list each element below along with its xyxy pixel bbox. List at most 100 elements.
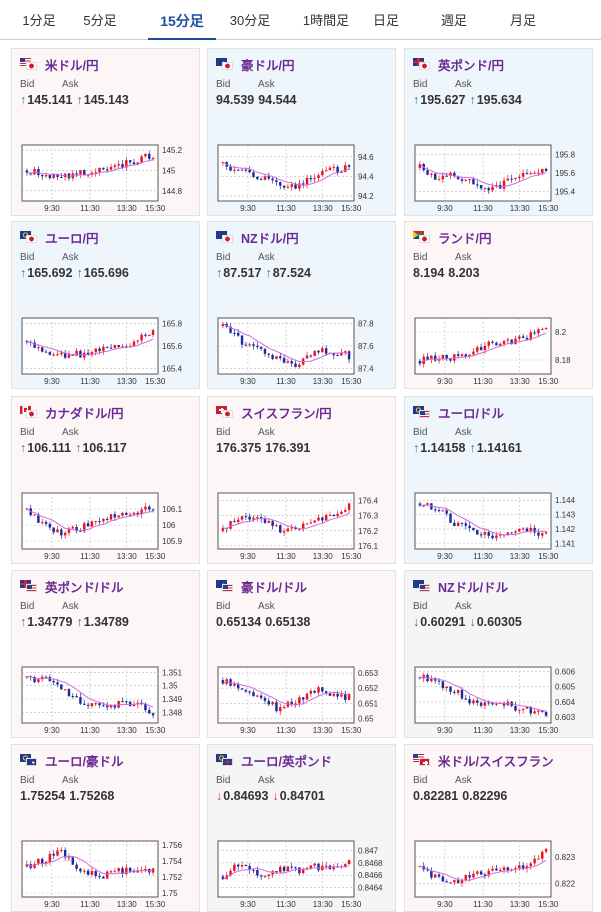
rate-card[interactable]: 米ドル/円 Bid Ask ↑145.141 ↑145.143 145.2 145 144.8… xyxy=(11,48,200,216)
tab-1[interactable]: 5分足 xyxy=(83,13,117,28)
mini-candlestick-chart[interactable]: 0.606 0.605 0.604 0.603 9:30 11:30 13:30 15:30 xyxy=(413,665,585,737)
pair-name-link[interactable]: NZドル/ドル xyxy=(438,580,509,595)
pair-name-link[interactable]: 豪ドル/ドル xyxy=(241,580,307,595)
candle-body xyxy=(449,513,452,523)
candle-body xyxy=(52,527,55,533)
candle-body xyxy=(117,164,120,166)
x-tick-label: 13:30 xyxy=(313,900,334,909)
pair-name-link[interactable]: 英ポンド/円 xyxy=(438,58,504,73)
pair-name-link[interactable]: 米ドル/スイスフラン xyxy=(438,754,554,769)
candle-body xyxy=(453,880,456,883)
bid-label: Bid xyxy=(20,427,35,438)
pair-name-link[interactable]: カナダドル/円 xyxy=(45,406,124,421)
tab-3[interactable]: 30分足 xyxy=(229,13,271,28)
arrow-down-icon: ↓ xyxy=(216,789,223,803)
pair-name-link[interactable]: NZドル/円 xyxy=(241,231,299,246)
candle-body xyxy=(94,348,97,353)
mini-candlestick-chart[interactable]: 8.2 8.18 9:30 11:30 13:30 15:30 xyxy=(413,316,585,388)
candle-body xyxy=(433,173,437,180)
ask-price: 176.391 xyxy=(265,441,311,455)
rate-card[interactable]: ユーロ/豪ドル Bid Ask 1.75254 1.75268 1.756 1.754 1.7… xyxy=(11,744,200,912)
rate-card[interactable]: ユーロ/英ポンド Bid Ask ↓0.84693 ↓0.84701 0.847 0.846… xyxy=(207,744,396,912)
y-tick-label: 94.2 xyxy=(358,192,374,201)
moving-average-line xyxy=(222,512,350,530)
candle-body xyxy=(468,875,471,878)
mini-candlestick-chart[interactable]: 0.653 0.652 0.651 0.65 9:30 11:30 13:30 15:30 xyxy=(216,665,388,737)
pair-name-link[interactable]: 豪ドル/円 xyxy=(241,58,295,73)
candle-body xyxy=(317,687,320,693)
x-tick-label: 13:30 xyxy=(313,726,334,735)
mini-candlestick-chart[interactable]: 0.847 0.8468 0.8466 0.8464 9:30 11:30 13:30 15:… xyxy=(216,839,388,911)
candle-body xyxy=(491,535,494,539)
candle-body xyxy=(332,693,336,696)
mini-candlestick-chart[interactable]: 0.823 0.822 9:30 11:30 13:30 15:30 xyxy=(413,839,585,911)
y-tick-label: 165.4 xyxy=(162,364,183,373)
mini-candlestick-chart[interactable]: 106.1 106 105.9 9:30 11:30 13:30 15:30 xyxy=(20,491,192,563)
rate-card[interactable]: ランド/円 Bid Ask 8.194 8.203 8.2 8.18 9:30 11:30 13:… xyxy=(404,221,593,389)
bid-label: Bid xyxy=(216,601,231,612)
rate-card[interactable]: 豪ドル/ドル Bid Ask 0.65134 0.65138 0.653 0.652 0.65… xyxy=(207,570,396,738)
mini-candlestick-chart[interactable]: 145.2 145 144.8 9:30 11:30 13:30 15:30 xyxy=(20,143,192,215)
tab-0[interactable]: 1分足 xyxy=(22,13,56,28)
rate-card[interactable]: ユーロ/ドル Bid Ask ↑1.14158 ↑1.14161 1.144 1.143 1.… xyxy=(404,396,593,564)
rate-card[interactable]: 英ポンド/円 Bid Ask ↑195.627 ↑195.634 195.8 195.6 19… xyxy=(404,48,593,216)
pair-name-link[interactable]: 英ポンド/ドル xyxy=(45,580,124,595)
tab-6[interactable]: 週足 xyxy=(440,13,467,28)
pair-name-link[interactable]: ユーロ/円 xyxy=(45,231,99,246)
y-tick-label: 0.652 xyxy=(358,684,379,693)
mini-candlestick-chart[interactable]: 1.351 1.35 1.349 1.348 9:30 11:30 13:30 15:30 xyxy=(20,665,192,737)
pair-name-link[interactable]: ユーロ/ドル xyxy=(438,406,504,421)
tab-7[interactable]: 月足 xyxy=(509,13,536,28)
mini-candlestick-chart[interactable]: 87.8 87.6 87.4 9:30 11:30 13:30 15:30 xyxy=(216,316,388,388)
rate-card[interactable]: 米ドル/スイスフラン Bid Ask 0.82281 0.82296 0.823 0.822… xyxy=(404,744,593,912)
candle-body xyxy=(263,697,267,701)
pair-name-link[interactable]: 米ドル/円 xyxy=(45,58,99,73)
candle-body xyxy=(240,169,244,171)
pair-name-link[interactable]: ユーロ/豪ドル xyxy=(45,754,124,769)
candle-body xyxy=(86,174,90,176)
mini-candlestick-chart[interactable]: 165.8 165.6 165.4 9:30 11:30 13:30 15:30 xyxy=(20,316,192,388)
tab-4[interactable]: 1時間足 xyxy=(302,13,350,28)
x-tick-label: 15:30 xyxy=(145,726,166,735)
candle-body xyxy=(136,870,140,873)
currency-flag-icon xyxy=(413,58,430,70)
tab-2[interactable]: 15分足 xyxy=(148,0,216,40)
tab-5[interactable]: 日足 xyxy=(372,13,399,28)
x-tick-label: 9:30 xyxy=(44,377,60,386)
mini-candlestick-chart[interactable]: 195.8 195.6 195.4 9:30 11:30 13:30 15:30 xyxy=(413,143,585,215)
pair-name-link[interactable]: スイスフラン/円 xyxy=(241,406,332,421)
candle-body xyxy=(275,702,278,712)
ask-label: Ask xyxy=(62,79,79,90)
rate-card[interactable]: NZドル/ドル Bid Ask ↓0.60291 ↓0.60305 0.606 0.605 0… xyxy=(404,570,593,738)
rate-card[interactable]: カナダドル/円 Bid Ask ↑106.111 ↑106.117 106.1 106 105… xyxy=(11,396,200,564)
candle-body xyxy=(433,678,437,681)
candle-body xyxy=(487,188,490,191)
bid-price: 195.627 xyxy=(420,93,466,107)
candle-body xyxy=(510,339,513,345)
y-tick-label: 0.822 xyxy=(555,880,576,889)
rate-card[interactable]: NZドル/円 Bid Ask ↑87.517 ↑87.524 87.8 87.6 87.4 9:… xyxy=(207,221,396,389)
moving-average-line xyxy=(222,161,350,186)
pair-name-link[interactable]: ユーロ/英ポンド xyxy=(241,754,332,769)
mini-candlestick-chart[interactable]: 1.756 1.754 1.752 1.75 9:30 11:30 13:30 15:30 xyxy=(20,839,192,911)
arrow-up-icon: ↑ xyxy=(76,266,83,280)
pair-name-link[interactable]: ランド/円 xyxy=(438,231,492,246)
candle-body xyxy=(495,342,498,346)
rate-card[interactable]: 豪ドル/円 Bid Ask 94.539 94.544 94.6 94.4 94.2 9:30 1… xyxy=(207,48,396,216)
rate-card[interactable]: スイスフラン/円 Bid Ask 176.375 176.391 176.4 176.3 17… xyxy=(207,396,396,564)
rate-card[interactable]: ユーロ/円 Bid Ask ↑165.692 ↑165.696 165.8 165.6 165… xyxy=(11,221,200,389)
candle-body xyxy=(430,355,433,360)
y-tick-label: 145 xyxy=(162,166,176,175)
candle-body xyxy=(525,173,529,175)
chart-svg: 106.1 106 105.9 9:30 11:30 13:30 15:30 xyxy=(21,492,183,561)
candle-body xyxy=(67,528,71,533)
mini-candlestick-chart[interactable]: 94.6 94.4 94.2 9:30 11:30 13:30 15:30 xyxy=(216,143,388,215)
mini-candlestick-chart[interactable]: 176.4 176.3 176.2 176.1 9:30 11:30 13:30 15:30 xyxy=(216,491,388,563)
rate-card[interactable]: 英ポンド/ドル Bid Ask ↑1.34779 ↑1.34789 1.351 1.35 1.… xyxy=(11,570,200,738)
candle-body xyxy=(332,352,336,356)
candle-body xyxy=(498,343,502,346)
candle-body xyxy=(437,874,441,877)
candle-body xyxy=(94,172,97,174)
mini-candlestick-chart[interactable]: 1.144 1.143 1.142 1.141 9:30 11:30 13:30 15:30 xyxy=(413,491,585,563)
x-tick-label: 15:30 xyxy=(341,204,362,213)
